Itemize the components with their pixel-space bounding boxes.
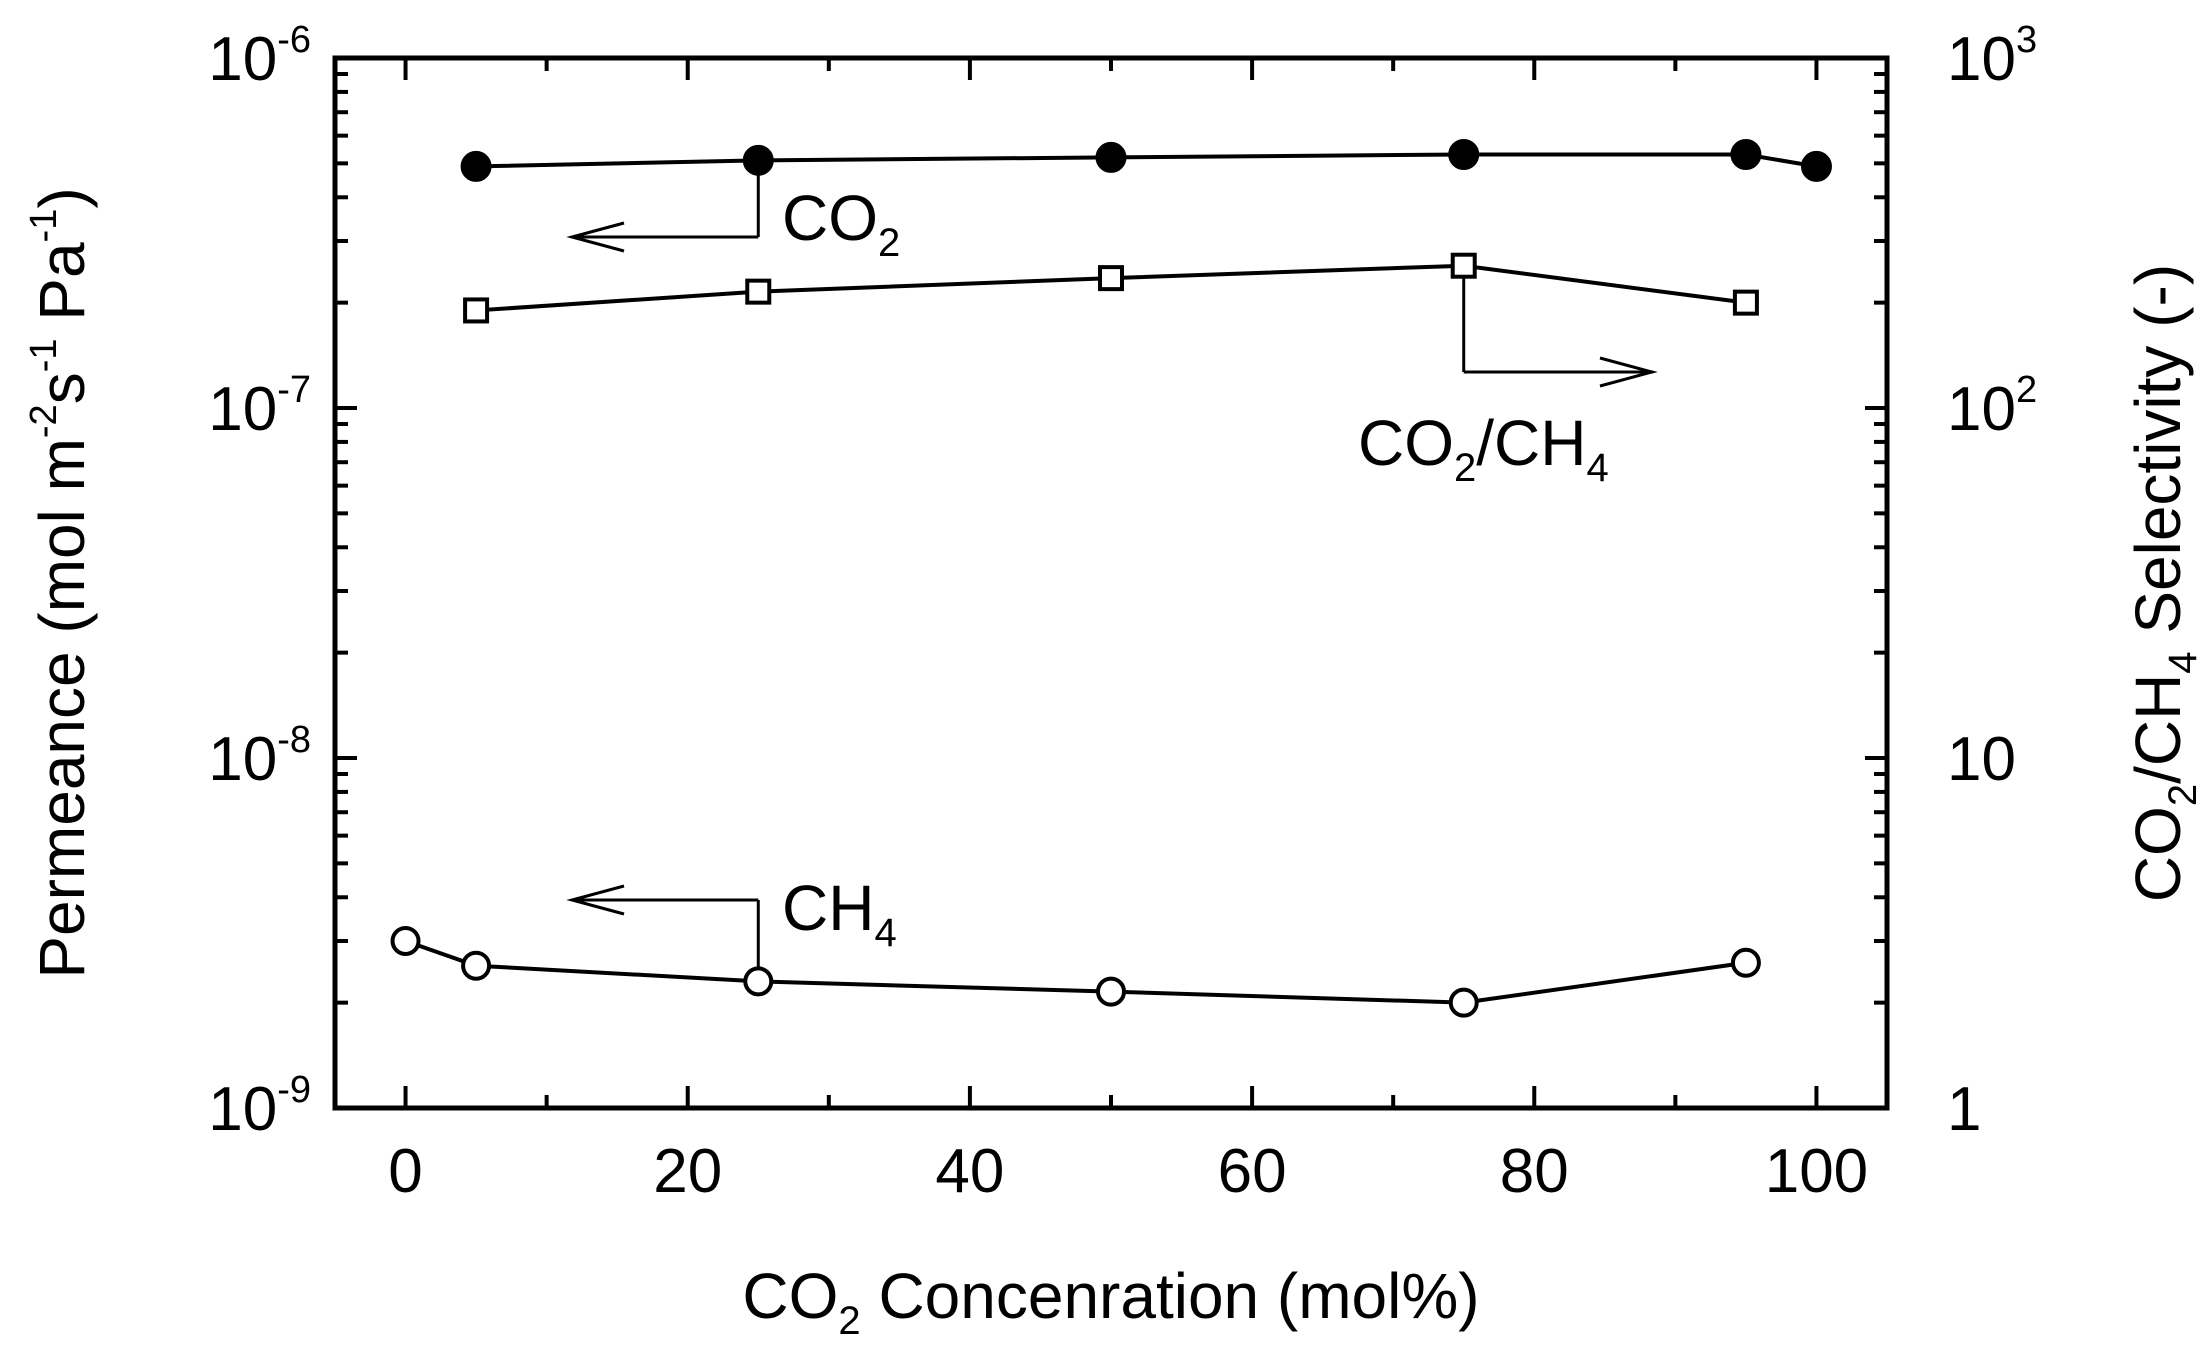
y-right-tick-label: 103 [1947, 19, 2037, 94]
series-line-0 [476, 152, 1817, 169]
data-point [1098, 265, 1124, 292]
x-tick-label: 60 [1218, 1137, 1287, 1206]
y-right-tick-label: 1 [1947, 1075, 1981, 1144]
data-point [1732, 289, 1759, 316]
data-point [743, 966, 774, 997]
series-label-co2: CO2 [782, 182, 900, 265]
data-point [1800, 150, 1832, 182]
x-tick-label: 80 [1500, 1137, 1569, 1206]
tick-marks [335, 56, 1887, 1110]
data-point [1095, 141, 1127, 173]
data-point [1448, 987, 1479, 1018]
tick-labels: 0 20 40 60 80 100 10-9 10-8 10-7 10-6 1 10 102 103 CO2… [23, 19, 2205, 1343]
data-point [742, 144, 774, 176]
plot-frame [332, 55, 1890, 1111]
y-right-tick-label: 102 [1947, 369, 2037, 444]
data-point [1730, 947, 1761, 978]
data-point [1730, 139, 1762, 171]
annotations: CO2 CO2/CH4 CH4 [566, 174, 1658, 969]
y-left-tick-label: 10-8 [208, 719, 311, 794]
data-point [1448, 139, 1480, 171]
x-tick-label: 40 [935, 1137, 1004, 1206]
data-point [745, 278, 772, 305]
x-tick-label: 20 [653, 1137, 722, 1206]
y-left-tick-label: 10-9 [208, 1069, 311, 1144]
arrow-head [566, 221, 625, 253]
series [390, 139, 1832, 1018]
y-left-tick-label: 10-6 [208, 19, 311, 94]
series-label-selectivity: CO2/CH4 [1358, 407, 1609, 490]
arrow-head [566, 884, 625, 916]
y-left-axis-title: Permeance (mol m-2s-1 Pa-1) [23, 187, 98, 978]
y-right-axis-title: CO2/CH4 Selectivity (-) [2122, 264, 2205, 902]
data-point [1096, 976, 1126, 1007]
x-tick-label: 0 [388, 1137, 422, 1206]
x-axis-title: CO2 Concenration (mol%) [742, 1260, 1479, 1343]
data-point [460, 150, 492, 182]
data-point [1450, 252, 1477, 279]
series-label-ch4: CH4 [782, 872, 897, 955]
y-right-tick-label: 10 [1947, 725, 2016, 794]
data-point [463, 297, 490, 324]
data-point [390, 926, 421, 957]
data-point [461, 950, 492, 981]
series-line-2 [404, 939, 1747, 1005]
arrow-head [1599, 356, 1658, 388]
y-left-tick-label: 10-7 [208, 369, 311, 444]
x-tick-label: 100 [1765, 1137, 1868, 1206]
